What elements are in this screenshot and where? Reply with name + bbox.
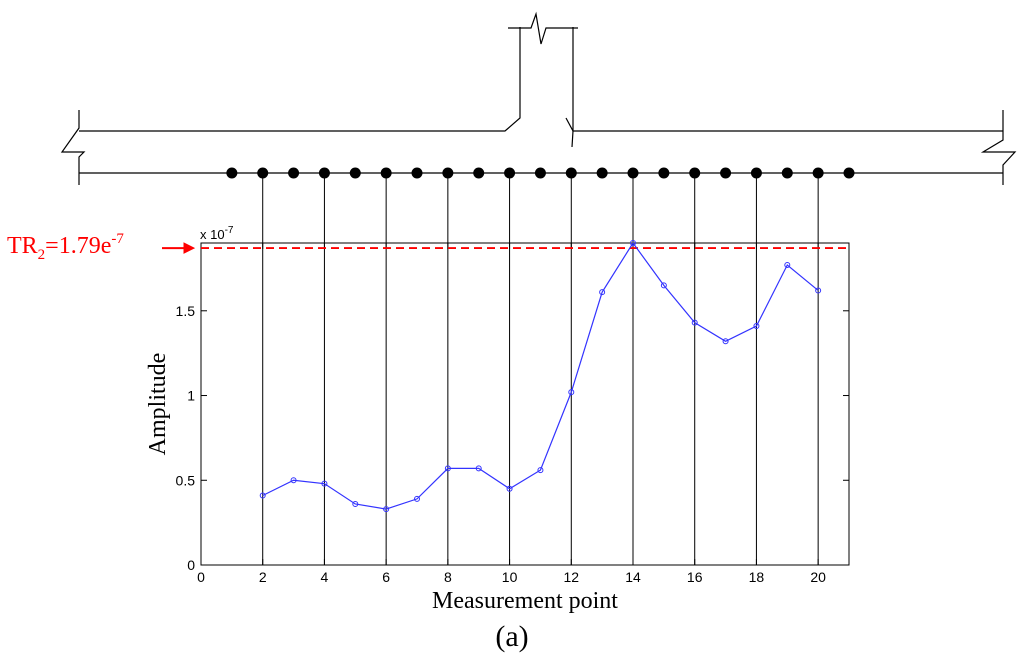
series-point-14	[630, 240, 636, 246]
sensor-dot-12	[565, 167, 577, 179]
sensor-dot-10	[504, 167, 516, 179]
series-point-10	[506, 485, 513, 492]
sensor-dot-11	[534, 167, 546, 179]
beam-top-left	[79, 27, 521, 132]
y-exponent-power: -7	[225, 225, 234, 236]
sensor-dot-18	[750, 167, 762, 179]
x-tick-label: 8	[444, 569, 452, 585]
x-axis-label: Measurement point	[432, 588, 618, 614]
x-tick-label: 16	[687, 569, 703, 585]
y-exponent: x 10-7	[200, 225, 234, 242]
y-tick-label: 0	[187, 557, 195, 573]
series-point-20	[815, 287, 822, 294]
threshold-label-main: TR	[7, 233, 38, 259]
x-tick-label: 18	[749, 569, 765, 585]
y-exponent-prefix: x 10	[200, 227, 225, 242]
sensors	[226, 167, 855, 179]
sensor-dot-2	[257, 167, 269, 179]
series-point-6	[383, 506, 390, 513]
x-ticks: 0 2 4 6 8 10 12 14 16 18 20	[197, 243, 826, 585]
x-tick-label: 20	[810, 569, 826, 585]
series-point-16	[691, 319, 698, 326]
series-line	[262, 241, 819, 510]
figure-caption: (a)	[495, 620, 528, 653]
sensor-dot-16	[689, 167, 701, 179]
series-point-2	[259, 492, 266, 499]
sensor-dot-15	[658, 167, 670, 179]
sensor-dot-5	[349, 167, 361, 179]
beam-drawing	[60, 11, 1017, 185]
threshold-label-sup: -7	[111, 231, 124, 247]
sensor-dot-3	[288, 167, 300, 179]
series-point-13	[599, 289, 606, 296]
sensor-dot-20	[812, 167, 824, 179]
threshold-label: TR2=1.79e-7	[7, 231, 124, 263]
sensor-dot-13	[596, 167, 608, 179]
series-point-15	[660, 282, 667, 289]
series-point-11	[537, 467, 544, 474]
plot-frame	[200, 242, 850, 566]
series-point-19	[784, 262, 791, 269]
series-point-3	[290, 477, 297, 484]
x-tick-label: 14	[625, 569, 641, 585]
x-tick-label: 4	[321, 569, 329, 585]
sensor-dot-7	[411, 167, 423, 179]
series-markers	[259, 240, 822, 513]
series-point-8	[444, 465, 451, 472]
threshold-label-sub: 2	[38, 247, 46, 263]
threshold-arrow	[162, 242, 196, 254]
threshold-arrow-head	[183, 242, 196, 254]
sensor-dot-21	[843, 167, 855, 179]
x-tick-label: 6	[382, 569, 390, 585]
sensor-dot-9	[473, 167, 485, 179]
right-break	[980, 110, 1017, 185]
x-tick-label: 12	[563, 569, 579, 585]
x-tick-label: 0	[197, 569, 205, 585]
column-break-mid	[565, 117, 574, 148]
series-point-9	[475, 465, 482, 472]
sensor-dot-19	[781, 167, 793, 179]
y-tick-label: 1	[187, 388, 195, 404]
y-ticks: 0 0.5 1 1.5	[176, 303, 849, 573]
series-point-12	[568, 389, 575, 396]
sensor-dot-6	[380, 167, 392, 179]
sensor-dot-17	[720, 167, 732, 179]
sensor-dot-4	[318, 167, 330, 179]
sensor-dot-14	[627, 167, 639, 179]
beam-top-right	[572, 27, 1003, 132]
series-point-4	[321, 480, 328, 487]
sensor-links	[262, 173, 819, 565]
series-point-17	[722, 338, 729, 345]
left-break	[60, 110, 86, 185]
series-point-7	[414, 495, 420, 502]
x-tick-label: 10	[502, 569, 518, 585]
sensor-dot-8	[442, 167, 454, 179]
sensor-dot-1	[226, 167, 238, 179]
series-point-18	[753, 323, 760, 330]
series-point-5	[352, 500, 359, 507]
y-tick-label: 1.5	[176, 303, 196, 319]
column-break-top	[508, 11, 578, 45]
threshold-label-rest: =1.79e	[45, 233, 111, 259]
y-axis-label: Amplitude	[145, 353, 171, 456]
y-tick-label: 0.5	[176, 472, 196, 488]
x-tick-label: 2	[259, 569, 267, 585]
